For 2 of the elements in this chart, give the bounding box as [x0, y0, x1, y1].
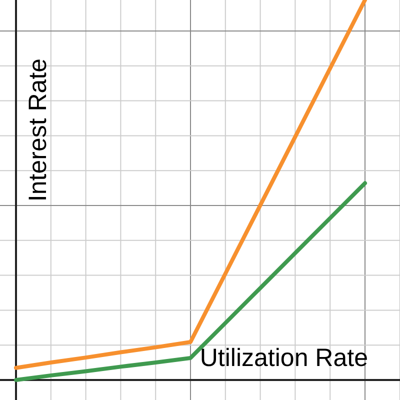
x-axis-title: Utilization Rate — [200, 344, 368, 372]
y-axis-title: Interest Rate — [24, 58, 52, 202]
